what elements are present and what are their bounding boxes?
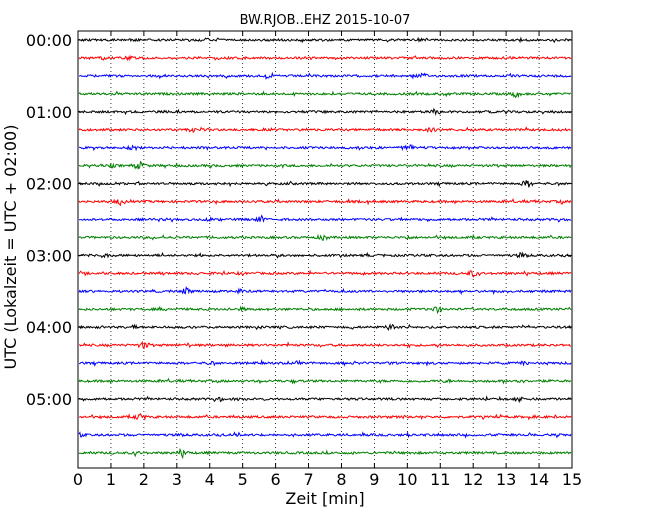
y-tick-label: 01:00 xyxy=(26,103,72,122)
x-tick-label: 2 xyxy=(139,470,149,489)
trace-0300 xyxy=(78,251,572,259)
trace-0145 xyxy=(78,160,572,170)
x-tick-label: 15 xyxy=(562,470,582,489)
y-tick-label: 05:00 xyxy=(26,390,72,409)
y-tick-label: 04:00 xyxy=(26,318,72,337)
trace-0245 xyxy=(78,233,572,241)
seismogram-traces xyxy=(78,36,572,460)
trace-0215 xyxy=(78,197,572,207)
x-tick-label: 7 xyxy=(303,470,313,489)
trace-0430 xyxy=(78,359,572,367)
x-tick-label: 10 xyxy=(397,470,417,489)
grid-lines xyxy=(110,31,540,468)
x-tick-label: 9 xyxy=(369,470,379,489)
trace-0330 xyxy=(78,286,572,296)
x-tick-label: 0 xyxy=(73,470,83,489)
y-tick-label: 02:00 xyxy=(26,175,72,194)
axis-ticks xyxy=(77,31,573,468)
trace-0045 xyxy=(78,90,572,99)
x-tick-label: 8 xyxy=(336,470,346,489)
trace-0100 xyxy=(78,107,572,116)
trace-0230 xyxy=(78,214,572,223)
x-tick-label: 6 xyxy=(271,470,281,489)
trace-0545 xyxy=(78,447,572,460)
trace-0115 xyxy=(78,126,572,134)
y-tick-label: 00:00 xyxy=(26,31,72,50)
plot-frame xyxy=(77,30,573,469)
trace-0515 xyxy=(78,412,572,421)
y-axis-label: UTC (Lokalzeit = UTC + 02:00) xyxy=(1,125,20,370)
trace-0030 xyxy=(78,71,572,81)
x-tick-label: 14 xyxy=(529,470,549,489)
trace-0315 xyxy=(78,269,572,278)
trace-0445 xyxy=(78,377,572,385)
x-tick-label: 11 xyxy=(430,470,450,489)
y-tick-labels: 00:00 01:00 02:00 03:00 04:00 05:00 xyxy=(26,31,72,409)
x-tick-label: 12 xyxy=(463,470,483,489)
trace-0500 xyxy=(78,395,572,404)
x-tick-label: 5 xyxy=(238,470,248,489)
x-tick-label: 1 xyxy=(106,470,116,489)
x-tick-labels: 0 1 2 3 4 5 6 7 8 9 10 11 12 13 14 15 xyxy=(73,470,582,489)
trace-0000 xyxy=(78,36,572,44)
y-tick-label: 03:00 xyxy=(26,246,72,265)
trace-0130 xyxy=(78,144,572,152)
chart-title: BW.RJOB..EHZ 2015-10-07 xyxy=(240,13,411,28)
x-tick-label: 4 xyxy=(205,470,215,489)
x-tick-label: 3 xyxy=(172,470,182,489)
x-tick-label: 13 xyxy=(496,470,516,489)
trace-0400 xyxy=(78,323,572,332)
trace-0415 xyxy=(78,340,572,350)
trace-0015 xyxy=(78,54,572,62)
x-axis-label: Zeit [min] xyxy=(285,489,364,508)
trace-0200 xyxy=(78,180,572,188)
trace-0345 xyxy=(78,305,572,315)
trace-0530 xyxy=(78,431,572,439)
